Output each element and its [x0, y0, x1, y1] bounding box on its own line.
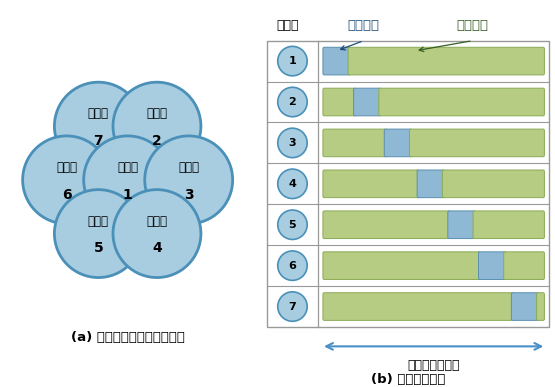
Text: (b) 周波数割当例: (b) 周波数割当例 [371, 373, 445, 386]
Text: 5: 5 [289, 220, 296, 230]
FancyBboxPatch shape [323, 88, 356, 116]
Ellipse shape [278, 46, 307, 76]
Ellipse shape [278, 292, 307, 321]
Ellipse shape [278, 87, 307, 117]
Text: 3: 3 [184, 188, 194, 202]
Text: 7: 7 [94, 134, 103, 148]
Text: 6: 6 [62, 188, 72, 202]
Circle shape [113, 82, 201, 170]
Circle shape [84, 136, 171, 224]
Text: 4: 4 [289, 179, 296, 189]
Text: ビーム: ビーム [88, 108, 109, 120]
Text: 1: 1 [123, 188, 133, 202]
Text: 周波数帯域全体: 周波数帯域全体 [407, 359, 460, 372]
Ellipse shape [278, 169, 307, 199]
Text: 1: 1 [289, 56, 296, 66]
Text: ビーム: ビーム [88, 215, 109, 228]
FancyBboxPatch shape [354, 88, 381, 116]
Text: 5: 5 [93, 241, 103, 255]
FancyBboxPatch shape [537, 293, 544, 320]
FancyBboxPatch shape [384, 129, 412, 157]
FancyBboxPatch shape [323, 129, 387, 157]
Bar [267, 41, 549, 327]
Text: ビーム: ビーム [147, 215, 168, 228]
Circle shape [145, 136, 233, 224]
FancyBboxPatch shape [442, 170, 544, 198]
Text: 4: 4 [152, 241, 162, 255]
Text: 3: 3 [289, 138, 296, 148]
FancyBboxPatch shape [478, 252, 506, 279]
Circle shape [54, 82, 142, 170]
FancyBboxPatch shape [323, 47, 350, 75]
FancyBboxPatch shape [379, 88, 544, 116]
Text: 2: 2 [289, 97, 296, 107]
Circle shape [54, 190, 142, 277]
FancyBboxPatch shape [323, 170, 420, 198]
Ellipse shape [278, 251, 307, 280]
FancyBboxPatch shape [323, 211, 450, 238]
Circle shape [23, 136, 110, 224]
FancyBboxPatch shape [473, 211, 544, 238]
Ellipse shape [278, 128, 307, 158]
Text: ビーム: ビーム [117, 161, 138, 174]
Text: 6: 6 [289, 261, 296, 271]
Text: ビーム: ビーム [276, 19, 299, 32]
Text: ビーム: ビーム [178, 161, 199, 174]
FancyBboxPatch shape [323, 252, 481, 279]
Text: ビーム: ビーム [147, 108, 168, 120]
FancyBboxPatch shape [511, 293, 539, 320]
Text: ビーム: ビーム [56, 161, 77, 174]
Text: (a) 衛星マルチビーム配置例: (a) 衛星マルチビーム配置例 [70, 331, 185, 344]
FancyBboxPatch shape [410, 129, 544, 157]
Text: 2: 2 [152, 134, 162, 148]
Text: 地上回線: 地上回線 [457, 19, 488, 32]
Text: 7: 7 [289, 301, 296, 312]
FancyBboxPatch shape [448, 211, 476, 238]
FancyBboxPatch shape [323, 293, 514, 320]
Text: 衛星回線: 衛星回線 [348, 19, 380, 32]
FancyBboxPatch shape [417, 170, 445, 198]
FancyBboxPatch shape [348, 47, 544, 75]
Ellipse shape [278, 210, 307, 240]
FancyBboxPatch shape [504, 252, 544, 279]
Circle shape [113, 190, 201, 277]
